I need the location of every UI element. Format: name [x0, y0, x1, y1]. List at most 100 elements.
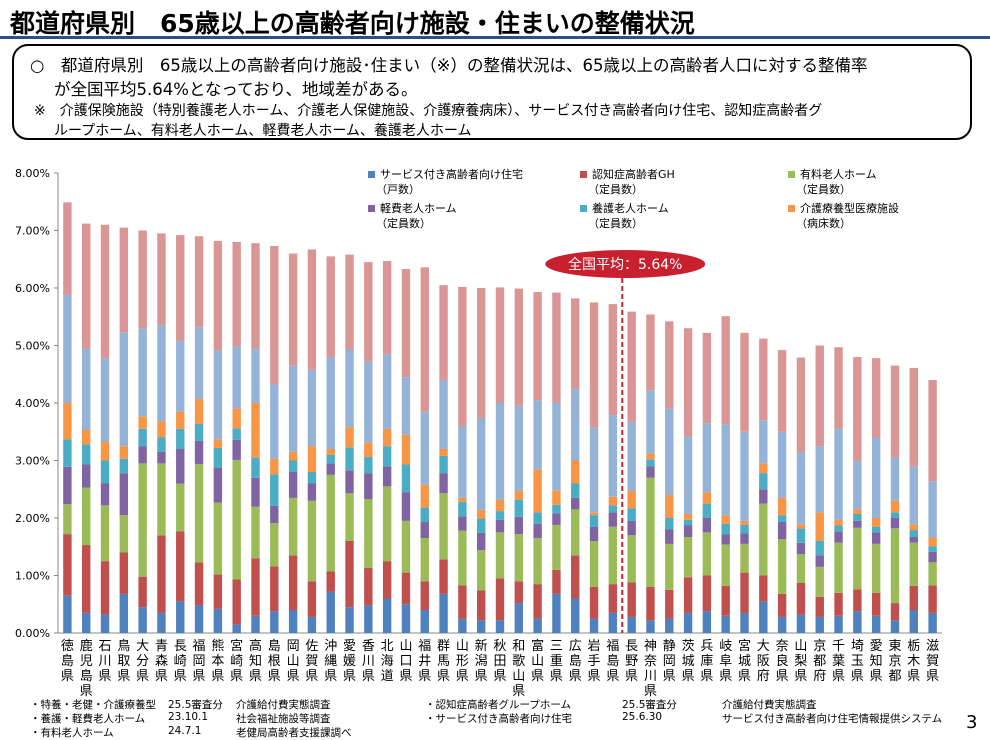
bar-segment [740, 524, 749, 534]
summary-box: ○ 都道府県別 65歳以上の高齢者向け施設･住まい（※）の整備状況は、65歳以上… [12, 44, 972, 140]
bar-segment [63, 439, 72, 467]
source-date-4: 25.6.30 [622, 711, 663, 723]
bar-segment [476, 288, 486, 418]
bar-segment [514, 490, 524, 500]
bar-segment [777, 522, 787, 540]
bar-segment [533, 584, 542, 619]
bar-segment [194, 605, 204, 633]
legend-swatch [788, 205, 795, 212]
bar-segment [589, 427, 599, 513]
bar-segment [63, 294, 72, 403]
legend-label: 有料老人ホーム [800, 167, 877, 181]
y-tick-label: 0.00% [15, 627, 50, 640]
bar-segment [420, 411, 429, 485]
bar-segment [307, 446, 317, 473]
bar-segment [401, 377, 411, 435]
x-category-label: 県 [268, 669, 281, 684]
bar-segment [213, 574, 223, 609]
x-category-label: 県 [644, 684, 657, 699]
x-category-label: 県 [475, 669, 488, 684]
legend-swatch [368, 205, 375, 212]
bar-segment [82, 545, 91, 613]
bar-segment [890, 518, 900, 529]
bar-segment [815, 566, 824, 597]
bar-segment [571, 598, 580, 633]
bar-segment [82, 444, 91, 465]
legend-label: 軽費老人ホーム [380, 201, 457, 215]
summary-note-2: ループホーム、有料老人ホーム、軽費老人ホーム、養護老人ホーム [54, 123, 472, 139]
bar-segment [683, 436, 693, 514]
bar-segment [364, 457, 373, 474]
bar-segment [364, 361, 373, 443]
x-category-label: 静 [663, 639, 676, 654]
bar-segment [608, 612, 618, 634]
bar-segment [552, 292, 561, 403]
bar-segment [232, 408, 241, 429]
bar-segment [288, 497, 298, 556]
x-category-label: 奈 [776, 639, 789, 654]
x-category-label: 賀 [926, 654, 939, 669]
bar-segment [815, 596, 824, 617]
bar-segment [890, 512, 900, 518]
bar-segment [213, 240, 223, 351]
bar-segment [157, 421, 166, 438]
bar-segment [721, 534, 730, 545]
legend-swatch [788, 171, 795, 178]
bar-segment [270, 246, 279, 385]
bar-segment [138, 230, 147, 329]
bar-segment [382, 446, 392, 467]
bar-segment [82, 430, 91, 445]
x-category-label: 崎 [230, 654, 243, 669]
bar-segment [194, 423, 204, 441]
x-category-label: 府 [757, 669, 770, 684]
bar-segment [665, 618, 674, 634]
bar-segment [420, 507, 429, 523]
x-category-label: 北 [381, 639, 394, 654]
bar-segment [326, 256, 335, 357]
average-label: 全国平均：5.64% [568, 256, 682, 273]
bar-segment [589, 541, 599, 587]
bar-segment [63, 466, 72, 505]
bar-segment [63, 534, 72, 596]
bar-segment [608, 496, 618, 506]
x-category-label: 山 [287, 654, 300, 669]
bar-segment [176, 449, 185, 484]
x-category-label: 県 [324, 669, 337, 684]
page-number: 3 [966, 712, 978, 733]
x-category-label: 県 [230, 669, 243, 684]
bar-segment [589, 618, 599, 634]
bar-segment [740, 431, 749, 521]
bar-segment [890, 365, 900, 458]
bar-segment [608, 304, 618, 416]
bar-segment [890, 528, 900, 604]
x-category-label: 都 [813, 654, 826, 669]
x-category-label: 田 [493, 654, 506, 669]
bar-segment [514, 405, 524, 491]
bar-segment [552, 569, 561, 594]
x-category-label: 野 [625, 654, 638, 669]
bar-segment [608, 526, 618, 585]
x-category-label: 福 [606, 639, 619, 654]
x-category-label: 徳 [61, 639, 74, 654]
bar-segment [796, 582, 806, 615]
x-category-label: 岐 [719, 639, 732, 654]
source-survey-0: 介護給付費実態調査 [236, 699, 331, 711]
bar-segment [815, 541, 824, 556]
bar-segment [834, 428, 843, 520]
legend-label: 介護療養型医療施設 [800, 201, 899, 215]
bar-segment [307, 500, 317, 582]
x-category-label: 県 [550, 669, 563, 684]
x-category-label: 県 [362, 669, 375, 684]
x-category-label: 山 [512, 669, 525, 684]
bar-segment [138, 576, 147, 608]
x-category-label: 和 [512, 639, 525, 654]
x-category-label: 井 [418, 654, 431, 669]
bar-segment [759, 575, 768, 602]
x-category-label: 本 [211, 654, 224, 669]
bar-segment [194, 398, 204, 424]
y-tick-label: 4.00% [15, 397, 50, 410]
bar-segment [815, 446, 824, 513]
bar-segment [777, 593, 787, 617]
x-category-label: 川 [644, 669, 657, 684]
bar-segment [834, 592, 843, 616]
